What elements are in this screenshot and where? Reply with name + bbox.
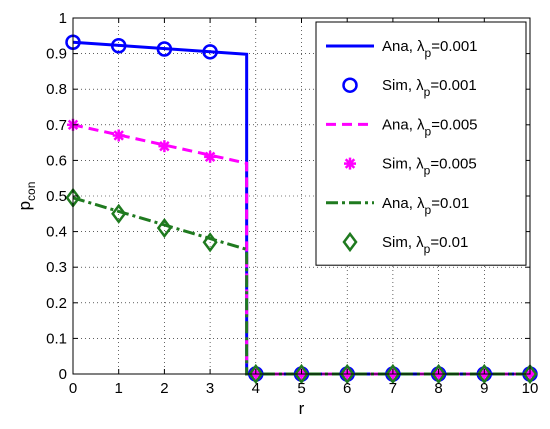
legend-entry-label: Sim, λp=0.001 <box>382 77 477 99</box>
y-tick-label: 0.5 <box>46 188 67 205</box>
x-tick-label: 2 <box>160 380 168 397</box>
simulation-point <box>431 363 447 385</box>
simulation-point <box>111 203 127 224</box>
simulation-point <box>339 363 355 385</box>
x-tick-label: 8 <box>434 380 442 397</box>
ticks <box>72 17 531 375</box>
x-tick-label: 3 <box>206 380 214 397</box>
x-tick-labels: 0 1 2 3 4 5 6 7 8 9 10 <box>69 380 539 397</box>
simulation-point <box>202 232 218 253</box>
legend-entry-label: Ana, λp=0.005 <box>382 116 478 138</box>
legend-marker-swatch <box>342 77 358 93</box>
legend: Ana, λp=0.001 Sim, λp=0.001 Ana, λp=0.005 S… <box>315 21 527 266</box>
legend-entry-label: Ana, λp=0.001 <box>382 38 478 60</box>
y-tick-label: 0.2 <box>46 295 67 312</box>
legend-marker-swatch <box>342 231 358 253</box>
simulation-point <box>293 363 310 385</box>
simulation-point <box>158 140 171 153</box>
simulation-point <box>522 363 538 385</box>
y-tick-label: 0 <box>59 366 67 383</box>
legend-entry-label: Sim, λp=0.01 <box>382 234 468 256</box>
simulation-point <box>204 150 217 163</box>
x-tick-label: 1 <box>115 380 123 397</box>
y-tick-labels: 0 0.1 0.2 0.3 0.4 0.5 0.6 0.7 0.8 0.9 1 <box>46 10 67 383</box>
y-tick-label: 0.9 <box>46 46 67 63</box>
legend-marker-swatch <box>344 157 356 170</box>
simulation-point <box>385 363 401 385</box>
y-axis-label-sub: con <box>24 182 38 201</box>
y-axis-label-main: p <box>15 201 34 210</box>
simulation-point <box>476 363 492 385</box>
y-tick-label: 0.6 <box>46 152 67 169</box>
y-tick-label: 0.7 <box>46 117 67 134</box>
y-tick-label: 0.1 <box>46 330 67 347</box>
legend-entry-label: Sim, λp=0.005 <box>382 156 477 178</box>
simulation-point <box>248 363 264 385</box>
x-axis-label: r <box>299 399 305 418</box>
simulation-point <box>202 44 218 60</box>
legend-entry-label: Ana, λp=0.01 <box>382 195 469 217</box>
y-tick-label: 1 <box>59 10 67 27</box>
y-axis-label: pcon <box>15 182 38 211</box>
x-tick-label: 0 <box>69 380 77 397</box>
simulation-point <box>156 41 173 57</box>
x-tick-label: 5 <box>297 380 305 397</box>
y-tick-label: 0.8 <box>46 81 67 98</box>
y-tick-label: 0.4 <box>46 224 67 241</box>
x-tick-label: 10 <box>522 380 539 397</box>
x-tick-label: 7 <box>389 380 397 397</box>
x-tick-label: 9 <box>480 380 488 397</box>
simulation-point <box>112 129 125 142</box>
simulation-point <box>156 217 172 239</box>
legend-box <box>315 21 527 266</box>
x-tick-label: 6 <box>343 380 351 397</box>
y-tick-label: 0.3 <box>46 259 67 276</box>
x-tick-label: 4 <box>252 380 260 397</box>
simulation-point <box>110 38 127 54</box>
